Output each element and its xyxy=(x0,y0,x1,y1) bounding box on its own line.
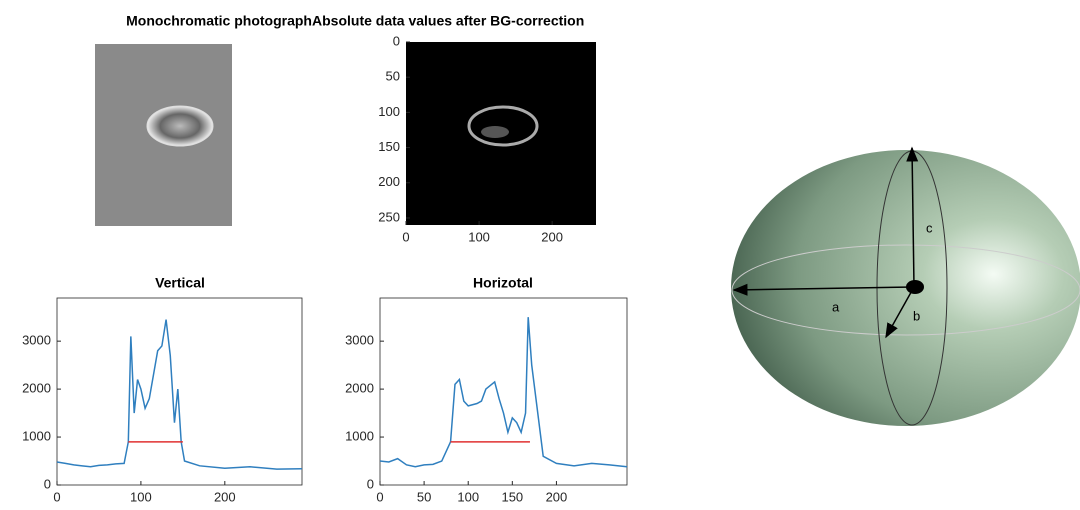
x-tick-label: 50 xyxy=(417,489,431,504)
y-tick-label: 50 xyxy=(386,69,400,84)
axis-a xyxy=(732,283,915,296)
chart-title: Horizotal xyxy=(473,275,533,291)
droplet xyxy=(146,105,214,147)
x-tick-label: 0 xyxy=(402,229,409,244)
plot-area xyxy=(379,297,628,486)
ellipsoid xyxy=(731,150,1080,426)
chart-title: Monochromatic photograph xyxy=(126,13,312,29)
x-tick-label: 0 xyxy=(53,489,60,504)
y-tick-label: 0 xyxy=(44,476,51,491)
droplet xyxy=(467,105,539,147)
y-tick-label: 0 xyxy=(367,476,374,491)
line-series xyxy=(56,319,303,470)
axis-label: a xyxy=(832,299,840,314)
equator xyxy=(731,244,1080,336)
y-tick-label: 2000 xyxy=(22,381,51,396)
axis-label: c xyxy=(926,220,933,235)
center xyxy=(906,280,924,294)
y-tick-label: 3000 xyxy=(345,333,374,348)
chart-title: Absolute data values after BG-correction xyxy=(312,13,584,29)
x-tick-label: 100 xyxy=(468,229,490,244)
x-tick-label: 100 xyxy=(130,489,152,504)
x-tick-label: 0 xyxy=(376,489,383,504)
y-tick-label: 2000 xyxy=(345,381,374,396)
y-tick-label: 100 xyxy=(378,104,400,119)
axis-label: b xyxy=(913,308,920,323)
droplet xyxy=(481,126,509,138)
line-series xyxy=(379,317,628,468)
y-tick-label: 200 xyxy=(378,174,400,189)
y-tick-label: 250 xyxy=(378,209,400,224)
x-tick-label: 150 xyxy=(501,489,523,504)
x-tick-label: 200 xyxy=(541,229,563,244)
chart-title: Vertical xyxy=(155,275,205,291)
x-tick-label: 200 xyxy=(214,489,236,504)
ellipsoid-diagram: a b c xyxy=(731,146,1080,426)
x-tick-label: 200 xyxy=(546,489,568,504)
axis-b xyxy=(885,286,915,339)
axis-c xyxy=(906,146,919,288)
plot-area xyxy=(56,297,303,486)
y-tick-label: 1000 xyxy=(22,428,51,443)
y-tick-label: 150 xyxy=(378,139,400,154)
y-tick-label: 1000 xyxy=(345,428,374,443)
y-tick-label: 3000 xyxy=(22,333,51,348)
y-tick-label: 0 xyxy=(393,33,400,48)
x-tick-label: 100 xyxy=(457,489,479,504)
